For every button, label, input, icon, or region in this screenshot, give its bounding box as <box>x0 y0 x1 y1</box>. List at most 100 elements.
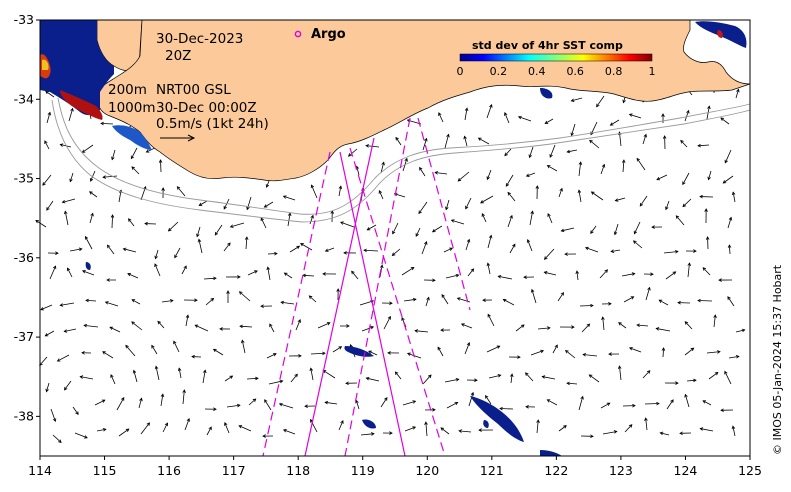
current-arrow <box>63 328 77 333</box>
current-arrow <box>481 213 487 223</box>
current-arrow <box>290 373 298 383</box>
current-arrow <box>387 351 400 355</box>
current-arrow <box>295 319 301 331</box>
x-tick-label: 118 <box>286 463 310 478</box>
current-arrow <box>655 327 671 332</box>
scale-label: 0.5m/s (1kt 24h) <box>156 116 269 132</box>
current-arrow <box>278 402 294 409</box>
current-arrow <box>287 212 292 227</box>
current-arrow <box>131 299 141 305</box>
current-arrow <box>361 326 375 332</box>
current-arrow <box>110 214 115 229</box>
current-arrow <box>309 214 314 225</box>
current-arrow <box>127 272 139 279</box>
current-arrow <box>106 244 115 255</box>
current-arrow <box>104 301 119 307</box>
current-arrow <box>644 401 660 406</box>
current-arrow <box>623 296 635 303</box>
current-arrow <box>600 163 606 175</box>
current-arrow <box>584 246 599 253</box>
current-arrow <box>167 221 179 232</box>
current-arrow <box>45 382 50 393</box>
current-arrow <box>502 298 515 306</box>
current-arrow <box>81 269 95 276</box>
colorbar-tick-label: 0.4 <box>528 65 546 78</box>
current-arrow <box>658 299 669 306</box>
current-arrow <box>424 408 436 412</box>
current-arrow <box>162 422 169 433</box>
current-arrow <box>402 400 417 406</box>
current-arrow <box>81 351 92 355</box>
current-arrow <box>535 185 540 200</box>
current-arrow <box>488 374 502 379</box>
current-arrow <box>238 291 251 302</box>
current-arrow <box>89 170 96 182</box>
current-arrow <box>49 265 57 280</box>
current-arrow <box>546 165 558 172</box>
current-arrow <box>116 397 125 411</box>
current-arrow <box>697 143 710 148</box>
sst-stddev-patches <box>40 20 747 456</box>
current-arrow <box>46 200 54 211</box>
current-arrow <box>132 369 138 383</box>
current-arrow <box>662 135 667 150</box>
current-arrow <box>224 422 230 434</box>
current-arrow <box>434 171 448 175</box>
current-arrow <box>602 430 618 435</box>
sst-patch-south-b <box>470 396 524 442</box>
colorbar-ticks: 0 0.2 0.4 0.6 0.8 1 <box>457 65 656 78</box>
current-arrow <box>266 266 271 281</box>
current-arrow <box>437 346 444 357</box>
current-arrow <box>687 262 692 278</box>
current-arrow <box>89 191 98 198</box>
current-arrow <box>160 393 165 407</box>
current-arrow <box>393 192 406 198</box>
current-arrow <box>596 95 605 108</box>
current-arrow <box>543 271 557 276</box>
current-arrow <box>419 166 426 177</box>
current-arrow <box>154 365 160 381</box>
current-arrow <box>336 288 340 301</box>
current-arrow <box>360 432 375 436</box>
current-arrow <box>50 408 57 423</box>
current-arrow <box>622 403 636 408</box>
current-arrow <box>684 347 695 356</box>
contour-1000m <box>51 99 751 223</box>
current-arrow <box>575 270 579 281</box>
sst-patch-cape <box>112 125 152 150</box>
current-arrow <box>380 161 385 174</box>
current-arrow <box>268 379 284 385</box>
current-arrow <box>702 267 711 276</box>
current-arrow <box>351 270 359 280</box>
current-arrow <box>702 400 712 406</box>
current-arrow <box>581 323 591 333</box>
current-arrow <box>444 377 460 383</box>
current-arrow <box>486 103 493 119</box>
current-arrow <box>547 213 553 224</box>
current-arrow <box>226 290 230 304</box>
date-label: 30-Dec-2023 <box>156 31 243 47</box>
current-arrow <box>680 139 688 148</box>
current-arrow <box>636 157 646 171</box>
current-arrow <box>267 251 278 256</box>
x-tick-label: 119 <box>351 463 375 478</box>
current-arrow <box>485 394 492 405</box>
current-arrow <box>421 241 428 255</box>
current-arrow <box>310 351 326 356</box>
colorbar-title: std dev of 4hr SST comp <box>472 39 623 52</box>
current-arrow <box>445 199 450 211</box>
current-arrow <box>176 186 186 197</box>
current-arrow <box>288 354 302 358</box>
current-arrow <box>728 354 740 359</box>
current-arrow <box>338 185 343 197</box>
current-arrow <box>613 223 619 236</box>
current-arrow <box>722 175 734 184</box>
y-axis-ticks: -33 -34 -35 -36 -37 -38 <box>14 12 40 423</box>
current-arrow <box>332 346 343 353</box>
current-arrow <box>642 133 647 145</box>
current-arrow <box>464 107 469 121</box>
current-arrow <box>464 342 471 355</box>
current-arrow <box>609 119 620 126</box>
current-arrow <box>663 249 679 254</box>
current-arrow <box>191 354 202 359</box>
